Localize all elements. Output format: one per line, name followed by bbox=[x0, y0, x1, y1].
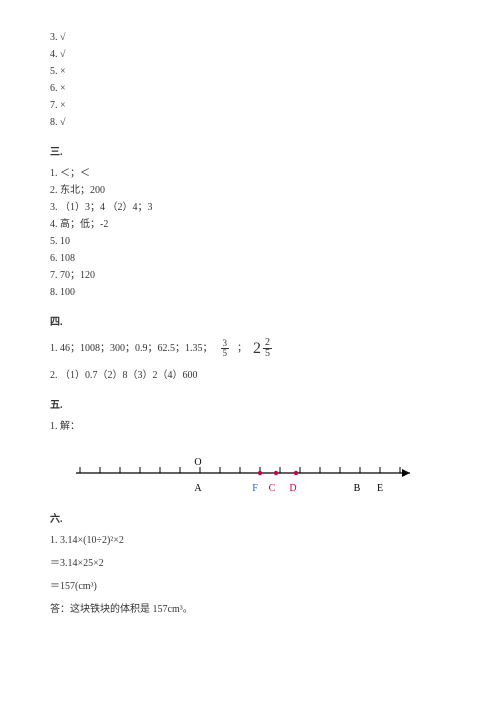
answer-line: 3. （1）3；4 （2）4；3 bbox=[50, 200, 450, 216]
mixed-frac: 2 5 bbox=[263, 338, 272, 359]
mixed-den: 5 bbox=[263, 349, 272, 359]
answer-line: 2. 东北；200 bbox=[50, 183, 450, 199]
frac-den: 5 bbox=[221, 349, 230, 358]
calc-line: 1. 3.14×(10÷2)²×2 bbox=[50, 533, 450, 549]
answer-line: 7. 70；120 bbox=[50, 268, 450, 284]
tf-item: 7. × bbox=[50, 98, 450, 114]
svg-text:C: C bbox=[269, 483, 276, 494]
svg-text:B: B bbox=[354, 483, 361, 494]
number-line-diagram: O A FC D B E bbox=[50, 453, 450, 498]
mixed-whole: 2 bbox=[253, 336, 261, 362]
svg-text:F: F bbox=[252, 483, 258, 494]
numberline-svg: O A FC D B E bbox=[50, 453, 430, 498]
fraction-3-5: 3 5 bbox=[221, 339, 230, 358]
section-3-title: 三. bbox=[50, 143, 450, 158]
answer-line: 4. 高；低；-2 bbox=[50, 217, 450, 233]
tf-item: 5. × bbox=[50, 64, 450, 80]
svg-text:A: A bbox=[194, 483, 202, 494]
calc-line: ＝3.14×25×2 bbox=[50, 556, 450, 572]
answer-line: 6. 108 bbox=[50, 251, 450, 267]
svg-text:E: E bbox=[377, 483, 383, 494]
tf-item: 4. √ bbox=[50, 47, 450, 63]
answer-sentence: 答：这块铁块的体积是 157cm³。 bbox=[50, 602, 450, 618]
calc-line: ＝157(cm³) bbox=[50, 579, 450, 595]
tf-item: 3. √ bbox=[50, 30, 450, 46]
semicolon: ； bbox=[237, 341, 247, 357]
tf-item: 8. √ bbox=[50, 115, 450, 131]
section-6-title: 六. bbox=[50, 510, 450, 525]
section-4-title: 四. bbox=[50, 313, 450, 328]
mixed-number: 2 2 5 bbox=[253, 336, 274, 362]
answer-line: 8. 100 bbox=[50, 285, 450, 301]
answer-line: 1. 解： bbox=[50, 419, 450, 435]
section-5-title: 五. bbox=[50, 396, 450, 411]
sec4-row1: 1. 46；1008；300；0.9；62.5；1.35； 3 5 ； 2 2 … bbox=[50, 336, 450, 362]
row1-prefix: 1. 46；1008；300；0.9；62.5；1.35； bbox=[50, 341, 213, 357]
svg-text:O: O bbox=[194, 457, 201, 468]
answer-line: 2. （1）0.7（2）8（3）2（4）600 bbox=[50, 368, 450, 384]
answer-line: 1. ＜；＜ bbox=[50, 166, 450, 182]
tf-item: 6. × bbox=[50, 81, 450, 97]
answer-line: 5. 10 bbox=[50, 234, 450, 250]
svg-text:D: D bbox=[289, 483, 296, 494]
